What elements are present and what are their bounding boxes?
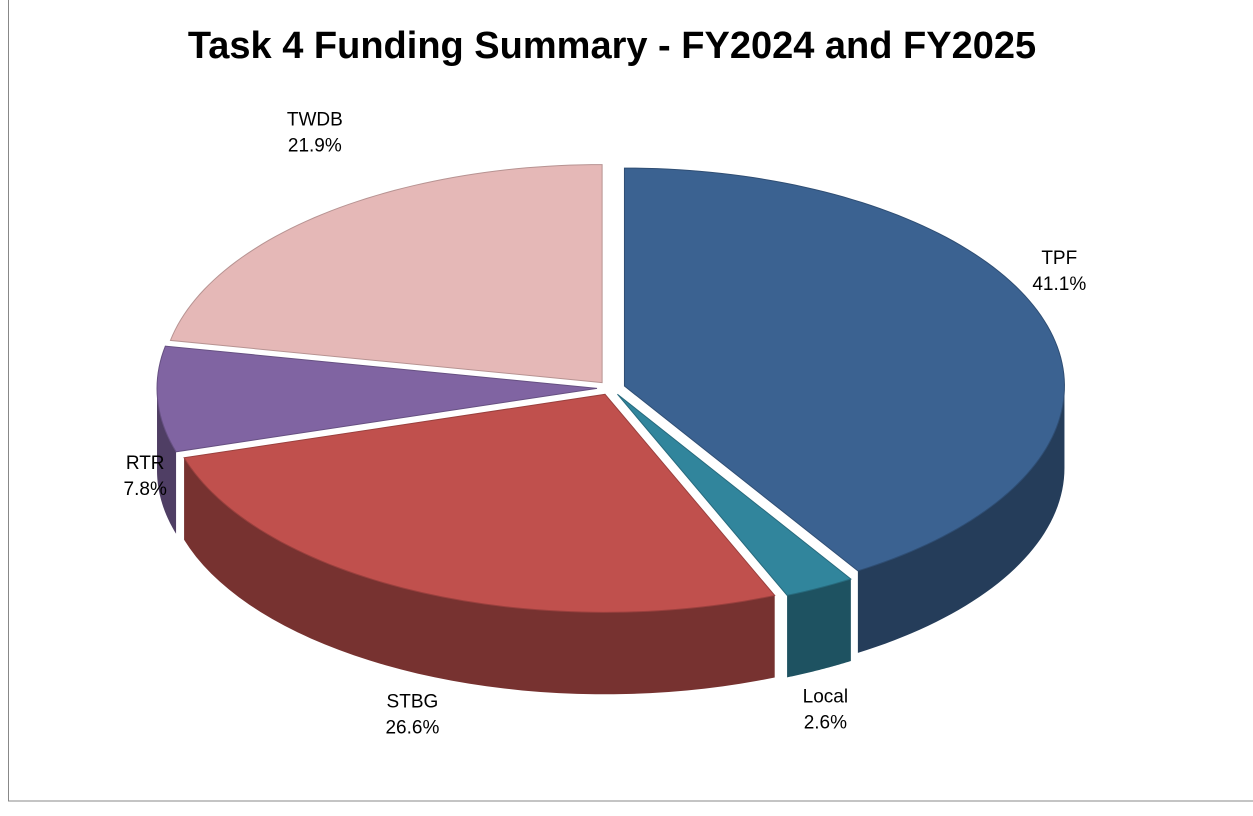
slice-side [787, 579, 851, 678]
slice-value-label: 21.9% [288, 135, 342, 156]
slice-side [184, 457, 775, 695]
slice-value-label: 41.1% [1032, 274, 1086, 295]
slice-value-label: 2.6% [804, 713, 847, 734]
slice-value-label: 7.8% [124, 479, 167, 500]
slice-side [857, 386, 1065, 653]
slice [156, 345, 598, 453]
slice-label: Local [803, 687, 848, 708]
slice-label: STBG [387, 691, 439, 712]
slice-label: TPF [1041, 248, 1077, 269]
slice-value-label: 26.6% [385, 717, 439, 738]
chart-title: Task 4 Funding Summary - FY2024 and FY20… [188, 25, 1036, 67]
slice [617, 393, 852, 596]
slice-label: RTR [126, 453, 165, 474]
slice [169, 164, 603, 384]
slice [623, 167, 1065, 572]
slice [183, 393, 776, 613]
slice-side [157, 388, 177, 534]
slice-label: TWDB [287, 109, 343, 130]
